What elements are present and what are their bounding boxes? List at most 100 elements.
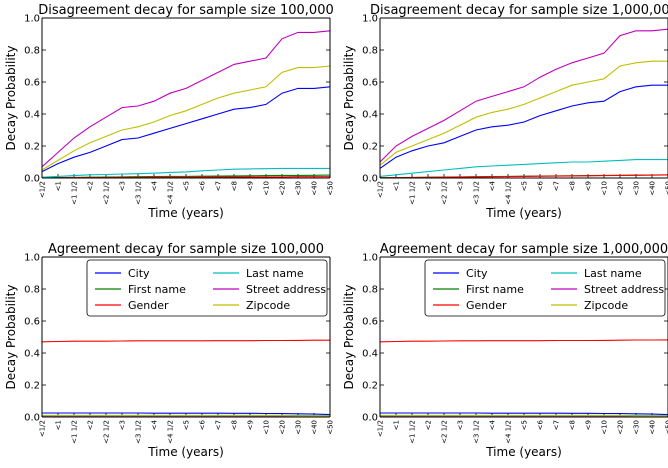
x-tick-label: <3 [119,420,127,430]
y-tick-label: 0.2 [362,381,378,392]
x-tick-label: <1/2 [377,181,385,198]
series-line-gender [380,339,668,343]
x-tick-label: <4 1/2 [505,420,513,444]
x-tick-label: <10 [601,420,609,435]
series-group [42,30,330,178]
x-tick-label: <2 1/2 [441,420,449,444]
series-line-zipcode [42,65,330,171]
series-group [380,339,668,417]
x-tick-label: <30 [295,420,303,435]
x-tick-label: <9 [247,181,255,191]
x-tick-label: <1 1/2 [71,181,79,205]
x-tick-label: <30 [633,420,641,435]
y-tick-label: 0.0 [362,174,378,185]
x-tick-label: <1/2 [377,420,385,437]
x-axis-label: Time (years) [147,206,224,220]
chart-4: Agreement decay for sample size 1,000,00… [342,242,668,459]
x-tick-label: <5 [183,181,191,191]
series-line-street-address [380,28,668,163]
y-tick-label: 0.8 [24,285,40,296]
series-line-last-name [42,167,330,178]
legend: City First name Gender Last name Street addr… [86,259,328,317]
x-tick-label: <8 [569,181,577,191]
x-tick-label: <4 1/2 [505,181,513,205]
x-tick-label: <6 [199,419,207,430]
x-tick-label: <40 [649,181,657,196]
x-tick-label: <50 [327,420,335,435]
y-tick-label: 0.0 [362,413,378,424]
x-tick-label: <7 [215,181,223,191]
series-line-gender [380,174,668,178]
legend-entry: City [128,267,150,280]
y-axis-label: Decay Probability [4,46,18,151]
legend-entry: Gender [128,299,169,312]
x-tick-label: <1/2 [39,420,47,437]
x-tick-label: <4 1/2 [167,181,175,205]
y-tick-label: 0.2 [24,381,40,392]
x-tick-label: <2 1/2 [441,181,449,205]
x-tick-label: <8 [569,420,577,430]
y-tick-label: 0.4 [362,110,378,121]
x-tick-label: <2 [425,420,433,430]
chart-title: Disagreement decay for sample size 100,0… [38,3,334,18]
x-tick-label: <1 [393,420,401,430]
y-tick-label: 0.8 [362,46,378,57]
x-tick-label: <1 1/2 [409,420,417,444]
x-tick-label: <9 [585,420,593,430]
chart-title: Agreement decay for sample size 1,000,00… [380,242,668,257]
x-tick-label: <6 [537,419,545,430]
x-tick-label: <7 [553,420,561,430]
legend-entry: City [466,267,488,280]
y-tick-label: 0.6 [362,78,378,89]
y-tick-label: 0.4 [362,349,378,360]
x-tick-label: <3 [457,420,465,430]
series-line-last-name [380,159,668,177]
x-tick-label: <8 [231,181,239,191]
chart-2: Disagreement decay for sample size 1,000… [342,3,668,220]
x-tick-label: <5 [521,181,529,191]
y-axis-label: Decay Probability [4,285,18,390]
x-tick-label: <9 [247,420,255,430]
x-tick-label: <2 [425,181,433,191]
x-tick-label: <30 [633,181,641,196]
x-tick-label: <20 [617,181,625,196]
y-tick-label: 0.8 [362,285,378,296]
series-line-city [380,412,668,416]
y-tick-label: 0.2 [362,142,378,153]
chart-1: Disagreement decay for sample size 100,0… [4,3,335,220]
x-axis-label: Time (years) [485,445,562,459]
y-tick-label: 0.6 [24,317,40,328]
x-tick-label: <3 1/2 [135,420,143,444]
x-tick-label: <40 [311,181,319,196]
x-tick-label: <30 [295,181,303,196]
y-tick-label: 0.4 [24,110,40,121]
x-tick-label: <4 [489,419,497,430]
x-tick-label: <6 [199,180,207,191]
series-line-zipcode [380,60,668,166]
y-tick-label: 1.0 [362,14,378,25]
y-tick-label: 0.6 [362,317,378,328]
x-tick-label: <20 [279,181,287,196]
legend-entry: Last name [584,267,642,280]
x-tick-label: <10 [601,181,609,196]
x-tick-label: <10 [263,181,271,196]
x-tick-label: <50 [327,181,335,196]
x-tick-label: <4 1/2 [167,420,175,444]
x-axis-label: Time (years) [147,445,224,459]
y-tick-label: 1.0 [24,253,40,264]
y-axis-label: Decay Probability [342,285,356,390]
x-tick-label: <40 [649,420,657,435]
y-axis-label: Decay Probability [342,46,356,151]
x-tick-label: <40 [311,420,319,435]
x-tick-label: <3 [119,181,127,191]
legend-entry: Street address [246,283,326,296]
x-tick-label: <2 1/2 [103,420,111,444]
x-tick-label: <2 [87,420,95,430]
series-line-street-address [42,30,330,168]
legend-entry: Zipcode [584,299,628,312]
y-tick-label: 1.0 [24,14,40,25]
x-tick-label: <50 [665,420,668,435]
legend: City First name Gender Last name Street addr… [424,259,666,317]
x-tick-label: <1 1/2 [71,420,79,444]
